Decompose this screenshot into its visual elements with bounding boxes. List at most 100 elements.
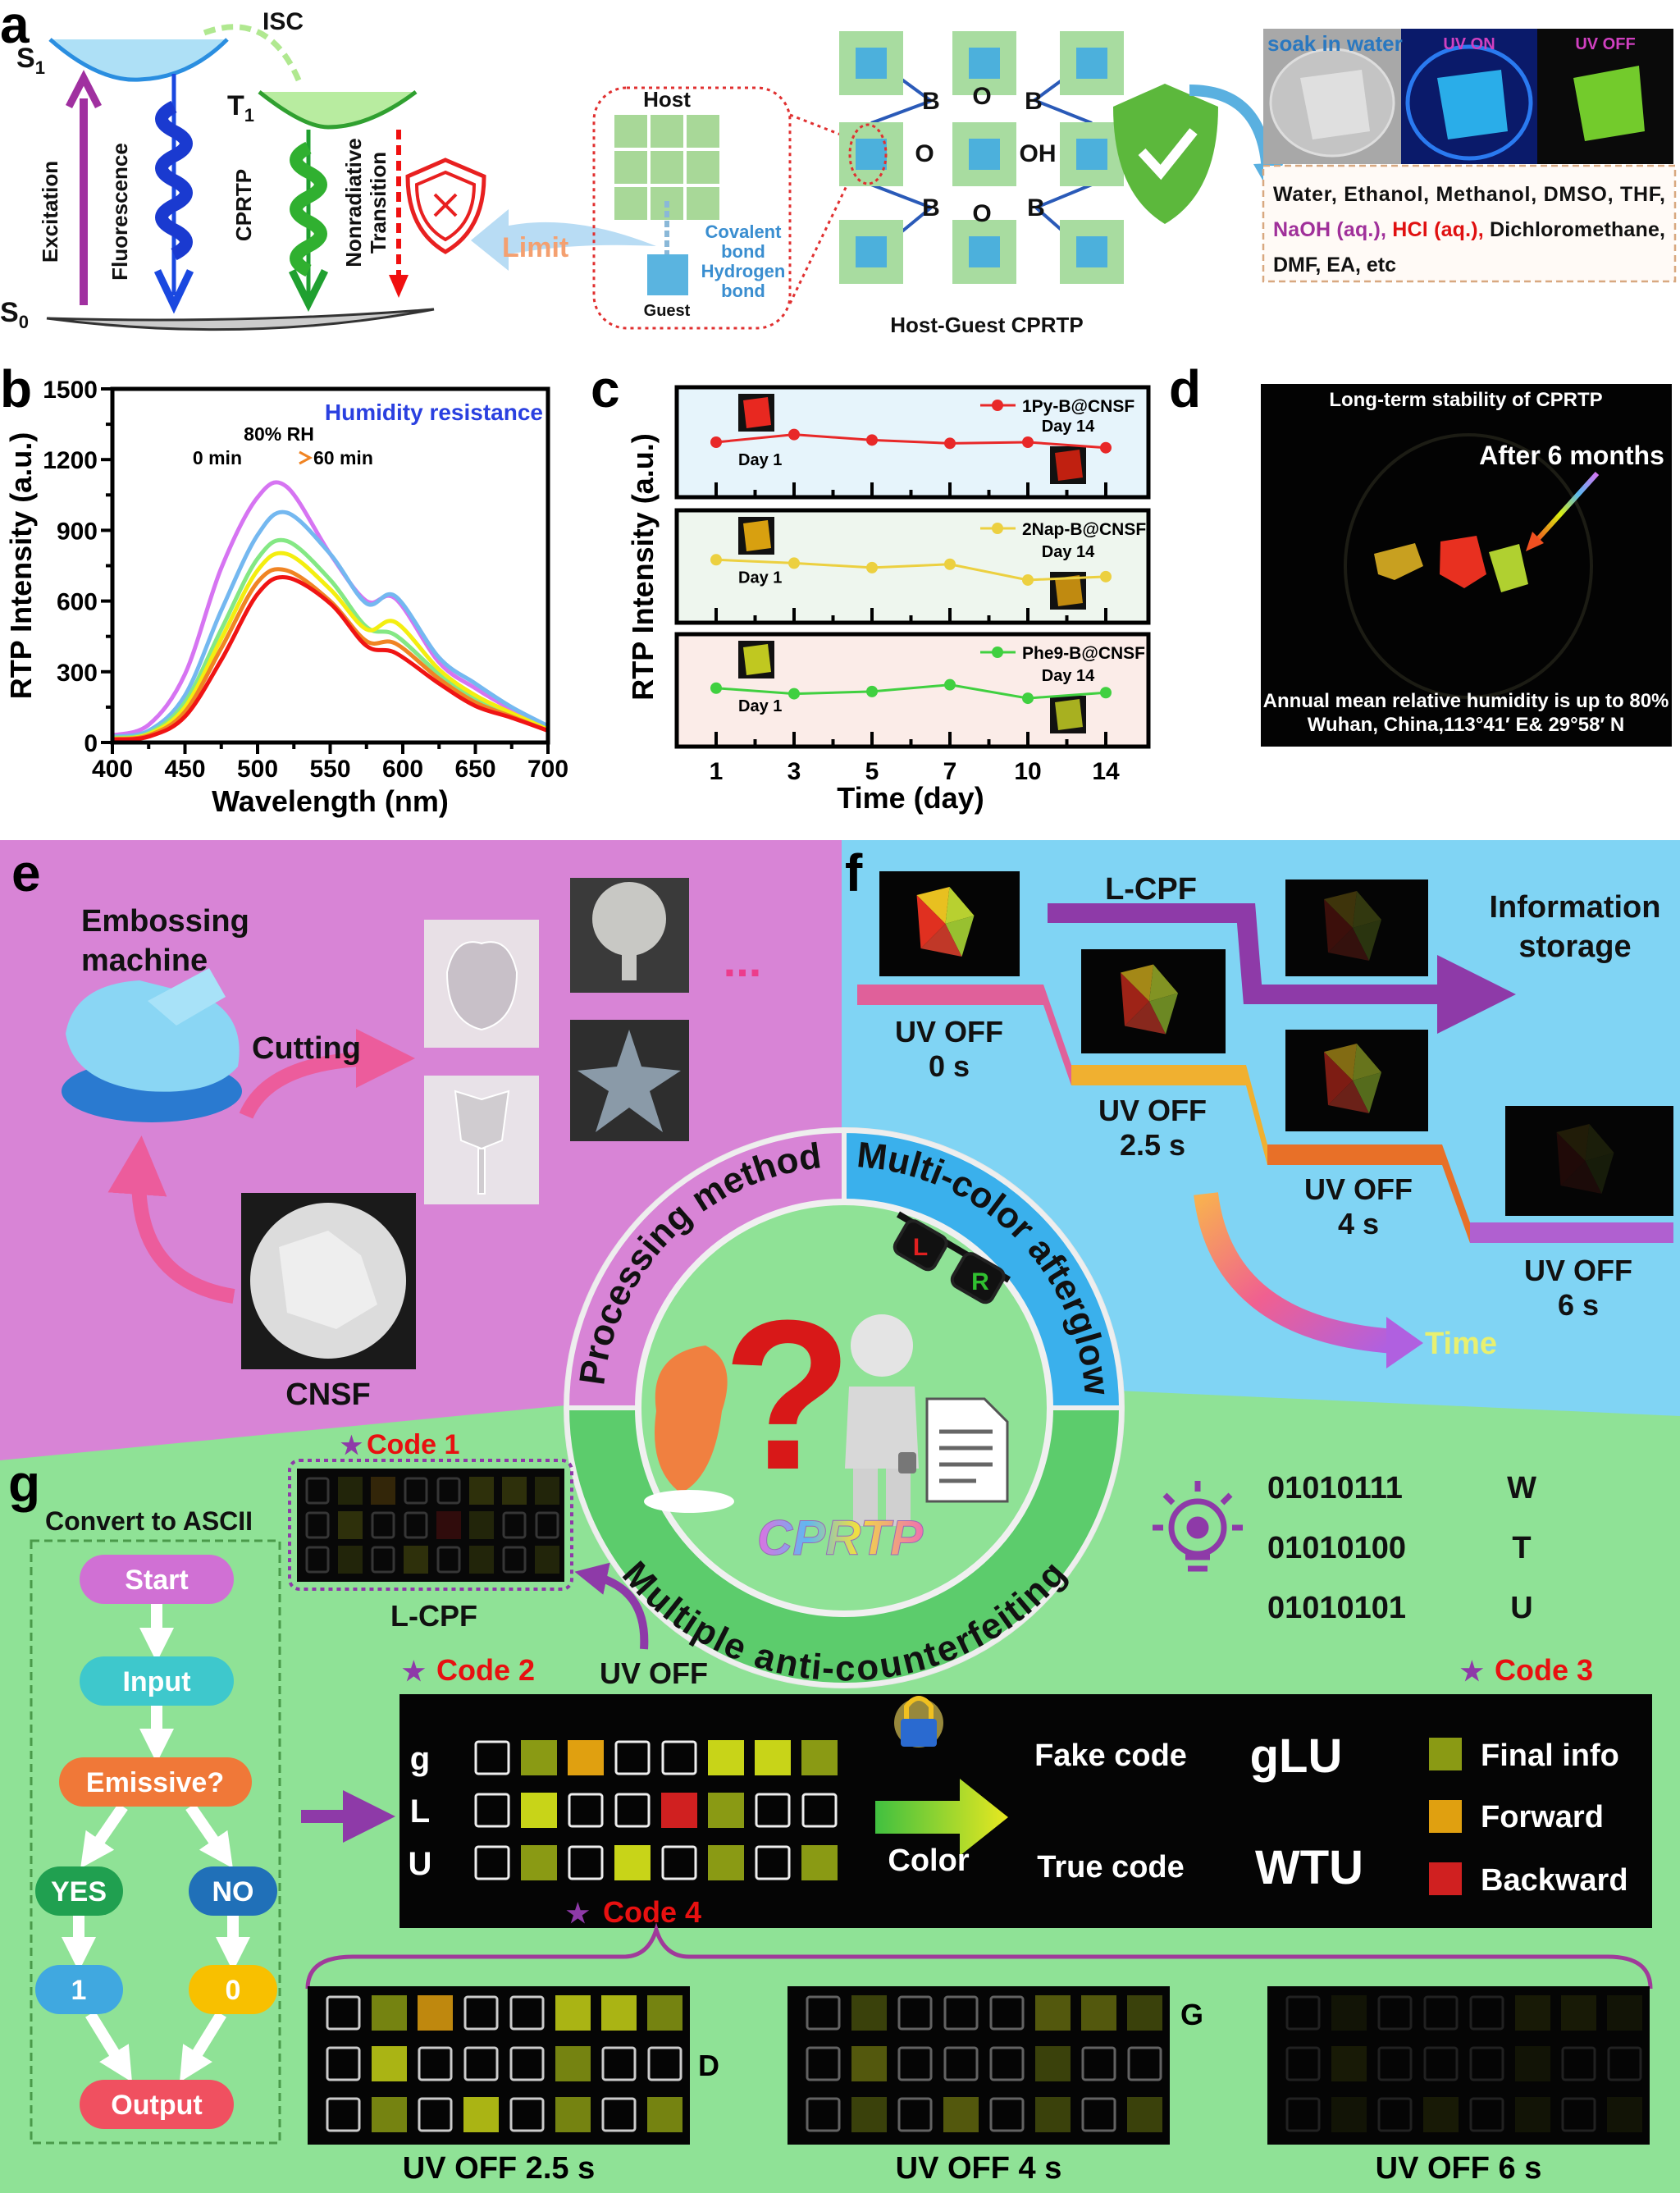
timed-grid-1-cell-filled	[851, 2097, 887, 2132]
y-tick-label: 900	[57, 518, 98, 545]
timed-grid-0-cell-filled	[601, 1995, 637, 2031]
day14-annotation: Day 14	[1042, 418, 1095, 436]
legend-marker	[992, 523, 1003, 534]
svg-text:O: O	[972, 83, 991, 110]
timed-grid-2-cell-empty	[1423, 2046, 1459, 2081]
code-cell-filled	[708, 1740, 744, 1775]
cutting-arrow-icon	[239, 1029, 415, 1119]
sample-yellow	[1374, 543, 1423, 580]
timed-grid-2-cell-filled	[1515, 1995, 1550, 2031]
code1-cell-empty	[305, 1546, 330, 1574]
machine-label-2: machine	[81, 943, 208, 978]
x-tick-label: 14	[1092, 758, 1120, 785]
timed-grid-1-cell-filled	[943, 2097, 979, 2132]
timed-grid-0-cell-filled	[463, 2097, 499, 2132]
sample-green	[1489, 544, 1528, 592]
code-cell-filled	[708, 1845, 744, 1880]
code-cell-empty	[474, 1845, 510, 1880]
flow-start: Start	[80, 1555, 234, 1604]
data-point	[710, 554, 722, 566]
svg-text:01010100: 01010100	[1267, 1531, 1406, 1565]
svg-text:Hydrogen: Hydrogen	[701, 261, 786, 281]
timed-grid-2-cell-empty	[1561, 2097, 1596, 2132]
time-label: Time	[1425, 1327, 1497, 1361]
x-tick-label: 7	[943, 758, 957, 785]
flow-zero: 0	[189, 1965, 277, 2014]
data-point	[788, 688, 800, 700]
timed-grid-label: UV OFF 2.5 s	[403, 2151, 595, 2186]
legend-marker	[992, 646, 1003, 658]
y-axis-label: RTP Intensity (a.u.)	[4, 432, 38, 699]
timed-grid-2-cell-filled	[1331, 1995, 1367, 2031]
timed-grid-2-cell-empty	[1469, 2046, 1504, 2081]
svg-text:L: L	[913, 1234, 928, 1261]
timed-grid-0-cell-empty	[326, 2046, 361, 2081]
afterglow-pattern	[916, 887, 975, 957]
code1-cell-filled	[469, 1511, 494, 1539]
svg-text:01010101: 01010101	[1267, 1591, 1406, 1625]
x-tick-label: 500	[237, 756, 278, 783]
question-mark-icon: ?	[723, 1277, 853, 1515]
legend-label: 1Py-B@CNSF	[1022, 397, 1134, 416]
code-cell-filled	[521, 1740, 557, 1775]
data-point	[1022, 692, 1034, 705]
x-tick-label: 1	[710, 758, 724, 785]
guest-label: Guest	[644, 302, 691, 320]
panel-d: d Long-term stability of CPRTP After 6 m…	[1169, 359, 1672, 747]
y-tick-label: 1200	[43, 447, 98, 474]
x-tick-label: 700	[527, 756, 568, 783]
time-staircase-ribbon	[857, 985, 1673, 1243]
callout-arrow-icon	[1533, 471, 1600, 544]
code1-cell-empty	[436, 1477, 461, 1505]
svg-text:4 s: 4 s	[1338, 1207, 1379, 1240]
x-tick-label: 450	[164, 756, 205, 783]
solvent-line-3: DMF, EA, etc	[1273, 254, 1396, 276]
svg-text:UV OFF: UV OFF	[895, 1015, 1003, 1049]
afterglow-pattern	[1121, 964, 1178, 1035]
isc-arrow-icon	[203, 24, 304, 88]
timed-grid-2-cell-empty	[1285, 2046, 1321, 2081]
code3-label: Code 3	[1495, 1653, 1593, 1687]
svg-text:B: B	[922, 88, 940, 115]
timed-grid-0-cell-filled	[647, 2097, 682, 2132]
flowchart-arrows	[62, 1604, 250, 2082]
svg-text:B: B	[1027, 194, 1045, 222]
timed-grid-1-cell-empty	[989, 2046, 1025, 2081]
code-cell-empty	[614, 1740, 651, 1775]
transition-label: Transition	[366, 152, 390, 254]
code4-star-icon: ★	[566, 1898, 590, 1928]
framework-caption: Host-Guest CPRTP	[890, 313, 1083, 337]
y-axis-label: RTP Intensity (a.u.)	[626, 433, 660, 700]
data-point	[1100, 687, 1112, 699]
spectrum-line-3	[112, 551, 550, 742]
svg-text:6 s: 6 s	[1558, 1288, 1599, 1322]
flow-no: NO	[189, 1866, 277, 1916]
svg-text:Covalent: Covalent	[705, 222, 783, 242]
t1-label: T1	[227, 90, 254, 126]
panel-e: e Embossing machine Cutting ... CNSF	[11, 843, 761, 1412]
code1-cell-empty	[436, 1546, 461, 1574]
guest-square-icon	[647, 254, 688, 295]
sample-red	[1440, 536, 1486, 588]
timed-grid-2-cell-filled	[1515, 2097, 1550, 2132]
x-tick-label: 650	[454, 756, 495, 783]
code1-cell-filled	[436, 1511, 461, 1539]
timed-grid-0-cell-empty	[509, 2046, 545, 2081]
timed-grid-0-cell-empty	[601, 2097, 637, 2132]
legend-end: 60 min	[313, 447, 373, 468]
code4-label: Code 4	[603, 1895, 701, 1929]
time-arrow-icon	[1194, 1192, 1396, 1354]
timed-grid-1-cell-filled	[851, 2046, 887, 2081]
afterglow-pattern	[1324, 891, 1381, 961]
timed-grid-2-cell-filled	[1331, 2097, 1367, 2132]
svg-text:bond: bond	[721, 241, 765, 262]
x-tick-label: 5	[865, 758, 879, 785]
photo-label-uv-on: UV ON	[1443, 35, 1495, 53]
svg-text:O: O	[972, 200, 991, 227]
timed-grid-0-cell-filled	[372, 1995, 407, 2031]
embossing-machine-icon	[62, 968, 242, 1122]
afterglow-pattern	[1556, 1124, 1614, 1194]
storage-label-1: Information	[1490, 890, 1661, 925]
host-guest-zoom-box	[592, 86, 792, 330]
code-cell-empty	[568, 1793, 604, 1828]
